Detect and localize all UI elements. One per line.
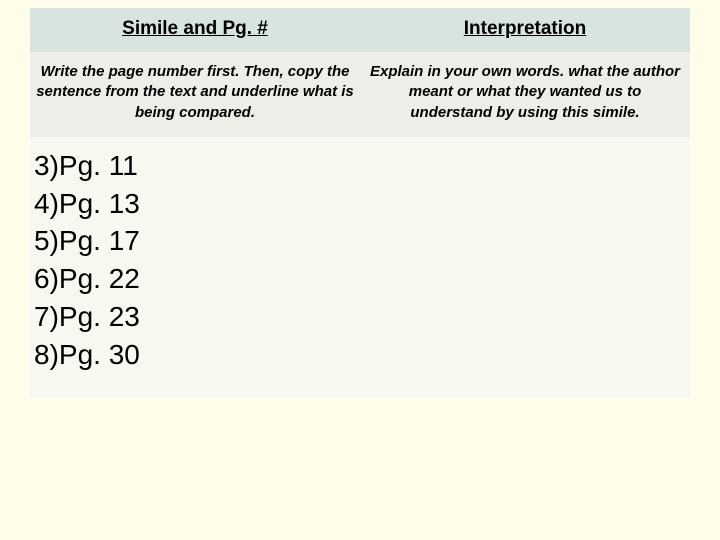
col-header-simile: Simile and Pg. #	[30, 8, 360, 52]
list-item: 6)Pg. 22	[34, 260, 356, 298]
list-item: 3)Pg. 11	[34, 147, 356, 185]
page-list-cell: 3)Pg. 11 4)Pg. 13 5)Pg. 17 6)Pg. 22 7)Pg…	[30, 137, 360, 397]
instructions-simile: Write the page number first. Then, copy …	[30, 52, 360, 137]
list-item: 8)Pg. 30	[34, 336, 356, 374]
list-item: 5)Pg. 17	[34, 222, 356, 260]
table-body-row: 3)Pg. 11 4)Pg. 13 5)Pg. 17 6)Pg. 22 7)Pg…	[30, 137, 690, 397]
list-item: 4)Pg. 13	[34, 185, 356, 223]
slide-container: Simile and Pg. # Interpretation Write th…	[0, 0, 720, 540]
col-header-interpretation: Interpretation	[360, 8, 690, 52]
instructions-interpretation: Explain in your own words. what the auth…	[360, 52, 690, 137]
table-instructions-row: Write the page number first. Then, copy …	[30, 52, 690, 137]
table-header-row: Simile and Pg. # Interpretation	[30, 8, 690, 52]
simile-table: Simile and Pg. # Interpretation Write th…	[30, 8, 690, 397]
page-list: 3)Pg. 11 4)Pg. 13 5)Pg. 17 6)Pg. 22 7)Pg…	[34, 147, 356, 374]
list-item: 7)Pg. 23	[34, 298, 356, 336]
interpretation-empty-cell	[360, 137, 690, 397]
